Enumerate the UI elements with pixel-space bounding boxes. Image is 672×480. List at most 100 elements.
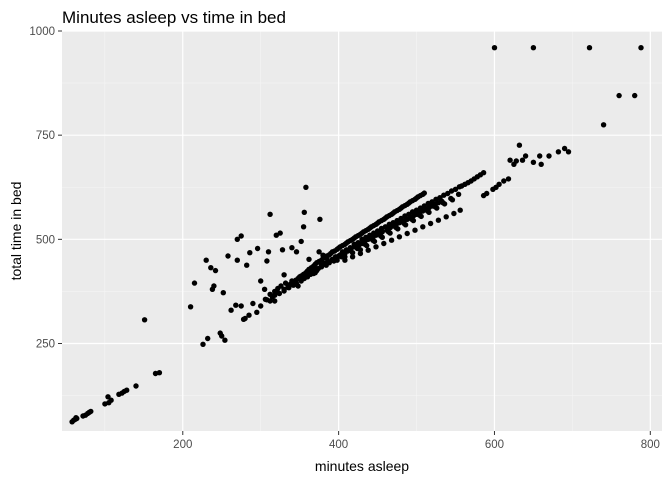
scatter-point bbox=[491, 45, 498, 51]
scatter-point bbox=[244, 262, 250, 268]
scatter-point bbox=[300, 224, 307, 230]
y-tick-label: 500 bbox=[36, 234, 55, 246]
scatter-point bbox=[401, 220, 407, 227]
scatter-point bbox=[638, 45, 644, 51]
scatter-point bbox=[265, 249, 272, 255]
scatter-point bbox=[303, 184, 309, 190]
y-tick-label: 250 bbox=[36, 339, 55, 351]
scatter-point bbox=[632, 92, 638, 99]
scatter-point bbox=[289, 245, 295, 251]
scatter-point bbox=[220, 290, 226, 296]
scatter-point bbox=[448, 195, 454, 202]
scatter-point bbox=[513, 158, 519, 164]
scatter-point bbox=[616, 92, 622, 99]
scatter-point bbox=[254, 245, 261, 252]
scatter-point bbox=[412, 227, 418, 233]
scatter-point bbox=[445, 190, 451, 197]
scatter-point bbox=[362, 241, 368, 247]
scatter-point bbox=[316, 249, 322, 255]
scatter-point bbox=[286, 285, 292, 291]
scatter-point bbox=[187, 304, 194, 310]
scatter-point bbox=[437, 195, 443, 201]
scatter-point bbox=[561, 145, 568, 152]
scatter-point bbox=[293, 249, 300, 255]
scatter-point bbox=[281, 272, 287, 278]
x-tick-label: 600 bbox=[485, 439, 504, 451]
scatter-point bbox=[537, 153, 543, 159]
scatter-point bbox=[264, 258, 270, 264]
scatter-point bbox=[342, 257, 348, 263]
scatter-point bbox=[258, 303, 264, 309]
scatter-point bbox=[317, 216, 323, 222]
scatter-point bbox=[440, 200, 446, 206]
scatter-point bbox=[105, 394, 111, 400]
scatter-point bbox=[211, 283, 217, 289]
scatter-point bbox=[480, 170, 487, 176]
scatter-point bbox=[262, 296, 269, 302]
scatter-point bbox=[555, 149, 562, 155]
scatter-point bbox=[347, 245, 353, 251]
scatter-point bbox=[370, 237, 376, 243]
scatter-point bbox=[496, 181, 502, 187]
scatter-point bbox=[455, 191, 462, 197]
scatter-point bbox=[507, 157, 513, 163]
data-points bbox=[69, 45, 644, 425]
scatter-point bbox=[225, 253, 231, 259]
x-tick-label: 200 bbox=[173, 439, 192, 451]
scatter-point bbox=[396, 234, 403, 240]
scatter-point bbox=[298, 238, 304, 245]
y-tick-label: 750 bbox=[36, 130, 55, 142]
scatter-point bbox=[234, 257, 240, 263]
scatter-point bbox=[277, 230, 283, 236]
scatter-point bbox=[205, 335, 211, 342]
scatter-point bbox=[228, 307, 234, 313]
y-axis-ticks: 250 500 750 1000 bbox=[29, 26, 62, 351]
scatter-point bbox=[519, 157, 526, 163]
scatter-point bbox=[427, 220, 434, 227]
scatter-point bbox=[516, 142, 523, 148]
scatter-point bbox=[393, 225, 399, 231]
scatter-point bbox=[191, 280, 198, 286]
scatter-point bbox=[349, 254, 356, 260]
scatter-point bbox=[247, 250, 253, 256]
scatter-point bbox=[141, 317, 148, 323]
x-axis-ticks: 200 400 600 800 bbox=[173, 431, 660, 451]
scatter-point bbox=[312, 270, 318, 276]
scatter-point bbox=[301, 209, 307, 215]
scatter-point bbox=[272, 292, 278, 298]
scatter-point bbox=[354, 245, 360, 252]
scatter-point bbox=[421, 190, 427, 196]
scatter-point bbox=[586, 45, 593, 51]
chart-title: Minutes asleep vs time in bed bbox=[62, 8, 286, 27]
scatter-point bbox=[355, 240, 361, 246]
scatter-point bbox=[530, 45, 537, 51]
scatter-point bbox=[357, 250, 364, 257]
scatter-point bbox=[421, 203, 427, 209]
scatter-point bbox=[381, 240, 387, 247]
scatter-point bbox=[219, 333, 225, 339]
scatter-point bbox=[530, 159, 537, 165]
scatter-point bbox=[406, 211, 412, 217]
scatter-point bbox=[546, 153, 552, 159]
scatter-point bbox=[306, 256, 312, 262]
x-tick-label: 400 bbox=[329, 439, 348, 451]
scatter-point bbox=[334, 255, 340, 262]
scatter-point bbox=[385, 229, 392, 235]
scatter-point bbox=[349, 250, 356, 256]
scatter-point bbox=[242, 315, 248, 322]
x-axis-title: minutes asleep bbox=[315, 458, 409, 474]
scatter-point bbox=[318, 264, 325, 270]
scatter-point bbox=[254, 309, 260, 315]
y-axis-title: total time in bed bbox=[8, 182, 24, 281]
scatter-point bbox=[365, 247, 371, 253]
scatter-point bbox=[484, 190, 490, 197]
scatter-point bbox=[382, 224, 389, 230]
scatter-point bbox=[600, 122, 607, 128]
scatter-point bbox=[374, 228, 381, 234]
scatter-point bbox=[156, 370, 163, 376]
scatter-point bbox=[404, 230, 410, 237]
scatter-point bbox=[267, 298, 273, 304]
scatter-point bbox=[522, 153, 529, 159]
scatter-point bbox=[133, 383, 139, 389]
